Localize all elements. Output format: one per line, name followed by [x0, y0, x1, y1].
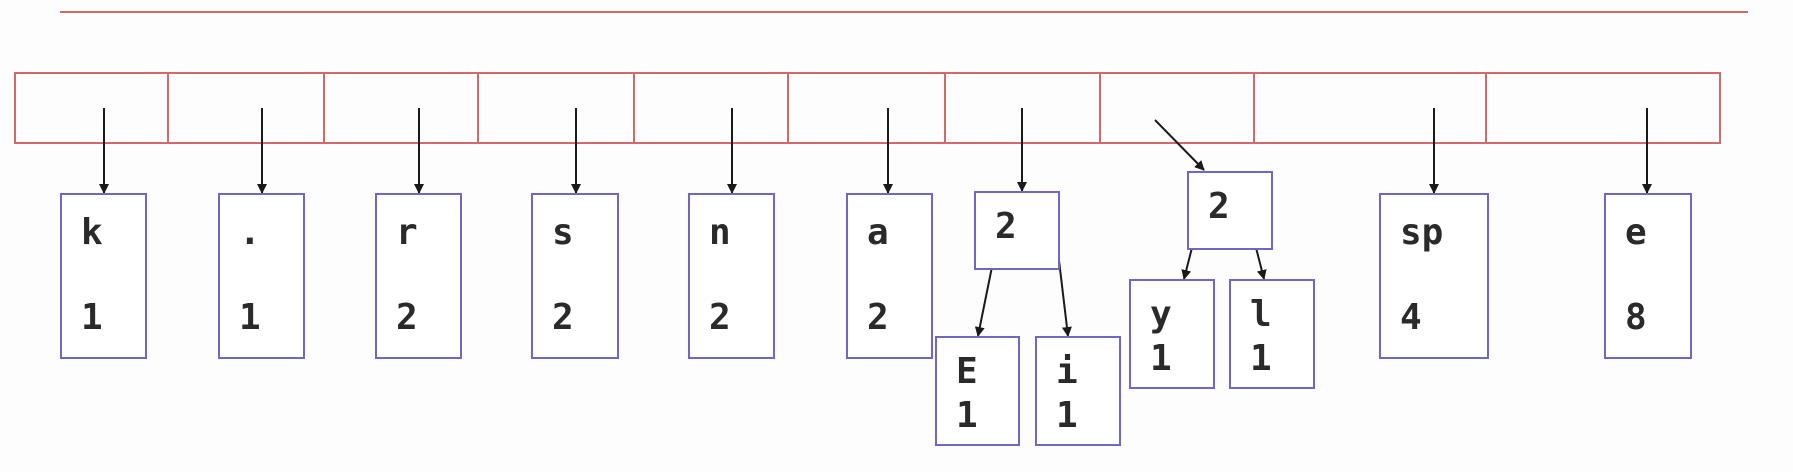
queue-slot-3 — [477, 72, 635, 144]
node-box-a — [846, 193, 933, 359]
node-i: i1 — [1035, 336, 1121, 446]
node-k: k1 — [60, 193, 147, 359]
node-weight-k: 1 — [81, 297, 103, 338]
node-symbol-i: i — [1056, 351, 1078, 392]
node-box-s — [531, 193, 619, 359]
node-E: E1 — [935, 336, 1020, 446]
node-weight-e: 8 — [1625, 297, 1647, 338]
node-box-dot — [218, 193, 305, 359]
node-r: r2 — [375, 193, 462, 359]
node-n: n2 — [688, 193, 775, 359]
node-symbol-dot: . — [239, 212, 261, 253]
node-weight-s: 2 — [552, 297, 574, 338]
node-symbol-n: n — [709, 212, 731, 253]
node-s: s2 — [531, 193, 619, 359]
node-symbol-k: k — [81, 212, 103, 253]
node-weight-i: 1 — [1056, 395, 1078, 436]
priority-queue-array — [14, 72, 1721, 144]
node-symbol-s: s — [552, 212, 574, 253]
queue-slot-8 — [1253, 72, 1487, 144]
node-a: a2 — [846, 193, 933, 359]
node-box-l — [1229, 279, 1315, 389]
queue-slot-5 — [787, 72, 946, 144]
node-t2: 2 — [1187, 171, 1273, 250]
node-weight-E: 1 — [956, 395, 978, 436]
node-box-k — [60, 193, 147, 359]
node-weight-a: 2 — [867, 297, 889, 338]
node-weight-n: 2 — [709, 297, 731, 338]
node-box-n — [688, 193, 775, 359]
node-box-r — [375, 193, 462, 359]
node-symbol-a: a — [867, 212, 889, 253]
queue-slot-1 — [167, 72, 325, 144]
queue-slot-2 — [323, 72, 479, 144]
node-symbol-y: y — [1150, 294, 1172, 335]
queue-slot-9 — [1485, 72, 1721, 144]
node-t1: 2 — [974, 191, 1060, 270]
node-box-t2 — [1187, 171, 1273, 250]
node-box-E — [935, 336, 1020, 446]
queue-slot-0 — [14, 72, 169, 144]
node-weight-t1: 2 — [995, 206, 1017, 247]
node-weight-sp: 4 — [1400, 297, 1422, 338]
node-symbol-e: e — [1625, 212, 1647, 253]
node-box-t1 — [974, 191, 1060, 270]
node-y: y1 — [1129, 279, 1215, 389]
queue-slot-7 — [1099, 72, 1255, 144]
node-e: e8 — [1604, 193, 1692, 359]
node-dot: .1 — [218, 193, 305, 359]
node-box-e — [1604, 193, 1692, 359]
node-sp: sp 4 — [1379, 193, 1489, 359]
queue-slot-4 — [633, 72, 789, 144]
node-box-y — [1129, 279, 1215, 389]
node-weight-y: 1 — [1150, 338, 1172, 379]
node-l: l1 — [1229, 279, 1315, 389]
node-box-i — [1035, 336, 1121, 446]
node-weight-dot: 1 — [239, 297, 261, 338]
node-weight-t2: 2 — [1208, 186, 1230, 227]
node-weight-r: 2 — [396, 297, 418, 338]
node-symbol-sp: sp — [1400, 212, 1443, 253]
node-weight-l: 1 — [1250, 338, 1272, 379]
node-box-sp — [1379, 193, 1489, 359]
node-symbol-l: l — [1250, 294, 1272, 335]
edge-slot-7-to-t2 — [1154, 119, 1205, 171]
node-symbol-r: r — [396, 212, 418, 253]
node-symbol-E: E — [956, 351, 978, 392]
